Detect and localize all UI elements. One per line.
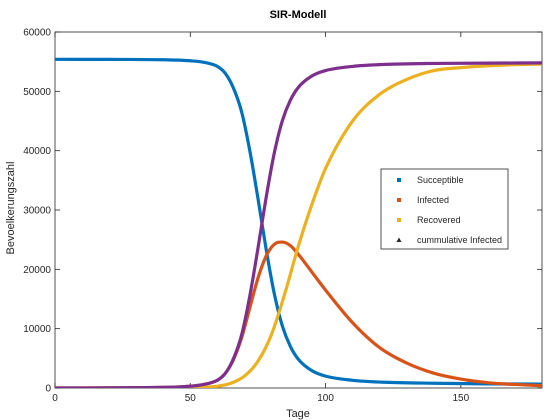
plot-area: 0 50 100 150 0 10000 20000 30000 40000 50000 60000: [23, 28, 543, 404]
y-tick-label: 40000: [23, 146, 51, 157]
legend-label-recovered: Recovered: [417, 215, 461, 225]
series-line-cummulative-infected: [55, 61, 542, 388]
legend-marker-cummulative-infected: [396, 237, 402, 242]
legend: Succeptible Infected Recovered cummulative …: [380, 168, 509, 250]
x-tick-label: 100: [317, 393, 334, 404]
x-tick-label: 0: [52, 393, 58, 404]
x-tick-label: 50: [185, 393, 197, 404]
x-axis-title: Tage: [286, 408, 310, 420]
y-axis-title: Bevoelkerungszahl: [5, 162, 17, 255]
y-tick-label: 10000: [23, 324, 51, 335]
series-line-recovered: [55, 62, 542, 388]
legend-box: [380, 168, 509, 250]
legend-label-infected: Infected: [417, 195, 449, 205]
series-line-succeptible: [55, 57, 542, 386]
legend-marker-succeptible: [397, 178, 401, 182]
y-tick-label: 0: [45, 384, 51, 395]
legend-marker-infected: [397, 198, 401, 202]
legend-marker-recovered: [397, 218, 401, 222]
y-tick-label: 50000: [23, 87, 51, 98]
legend-label-succeptible: Succeptible: [417, 175, 464, 185]
x-tick-label: 150: [452, 393, 469, 404]
y-tick-label: 20000: [23, 265, 51, 276]
y-tick-label: 60000: [23, 28, 51, 39]
legend-label-cummulative-infected: cummulative Infected: [417, 235, 502, 245]
y-tick-label: 30000: [23, 206, 51, 217]
chart-title: SIR-Modell: [270, 9, 327, 21]
